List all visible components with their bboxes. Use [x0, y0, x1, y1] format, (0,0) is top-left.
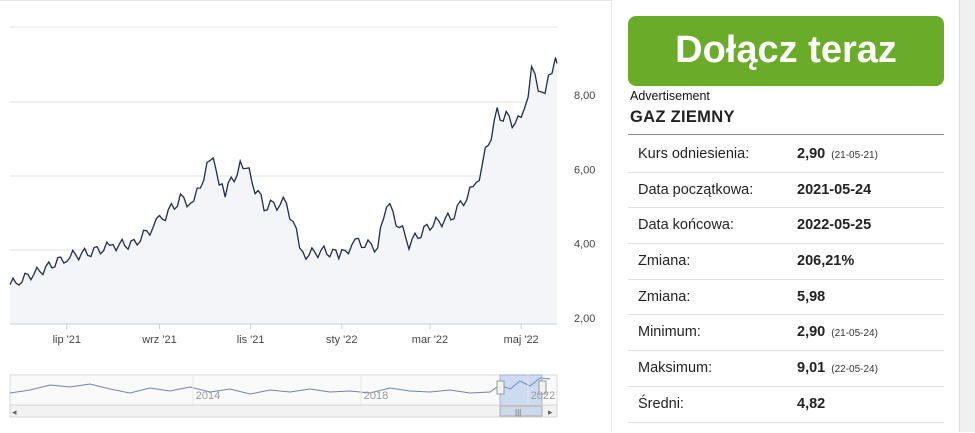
stat-value: 2021-05-24 [797, 182, 877, 198]
price-chart: lip '21 wrz '21 lis '21 sty '22 mar '22 maj '… [0, 0, 612, 432]
stat-value-text: 5,98 [797, 288, 826, 305]
stat-date: (22-05-24) [831, 364, 878, 376]
x-tick-label: sty '22 [326, 334, 357, 346]
stat-value: 5,98 [797, 289, 831, 305]
scrollbar-track[interactable] [9, 404, 558, 418]
title-divider [628, 134, 944, 135]
x-tick-label: mar '22 [412, 334, 448, 346]
stat-label: Średni: [638, 395, 684, 412]
stat-row: Data końcowa: 2022-05-25 [628, 208, 944, 245]
navigator-ticks: 2014 2018 2022 [192, 375, 555, 405]
scrollbar-thumb[interactable] [499, 405, 543, 417]
stat-row: Kurs odniesienia: 2,90 (21-05-21) [628, 137, 944, 173]
scroll-right-arrow-icon[interactable]: ▸ [548, 407, 553, 417]
navigator-left-handle[interactable] [496, 380, 505, 395]
x-axis-ticks: lip '21 wrz '21 lis '21 sty '22 mar '22 maj '… [53, 324, 539, 346]
stat-date: (21-05-21) [831, 150, 878, 161]
y-tick-label: 8,00 [574, 90, 595, 102]
y-tick-label: 2,00 [574, 313, 595, 325]
navigator-tick-label: 2018 [364, 390, 388, 402]
stat-value: 2022-05-25 [797, 217, 877, 233]
advertisement-label: Advertisement [630, 89, 710, 103]
stat-label: Data końcowa: [638, 217, 734, 234]
stat-value-text: 2021-05-24 [797, 181, 872, 198]
stat-row: Maksimum: 9,01 (22-05-24) [628, 351, 944, 387]
y-axis-ticks: 2,00 4,00 6,00 8,00 [574, 90, 595, 325]
y-tick-label: 4,00 [574, 239, 595, 251]
x-tick-label: lis '21 [237, 334, 265, 346]
instrument-title: GAZ ZIEMNY [630, 108, 735, 126]
navigator-tick-label: 2014 [196, 390, 220, 402]
x-tick-label: lip '21 [53, 334, 81, 346]
y-tick-label: 6,00 [574, 164, 595, 176]
stat-value-text: 9,01 [797, 360, 826, 377]
stat-value: 206,21% [797, 253, 860, 269]
stat-label: Data początkowa: [638, 181, 754, 198]
stat-row: Data początkowa: 2021-05-24 [628, 173, 944, 209]
stat-value: 2,90 (21-05-21) [797, 146, 878, 162]
stat-value-text: 2022-05-25 [797, 217, 872, 234]
price-line [9, 57, 558, 286]
stat-label: Zmiana: [638, 253, 691, 270]
page-scrollbar[interactable] [959, 0, 975, 432]
stat-row: Średni: 4,82 [628, 387, 944, 423]
x-tick-label: wrz '21 [141, 334, 177, 346]
price-chart-svg: lip '21 wrz '21 lis '21 sty '22 mar '22 maj '… [9, 26, 595, 418]
stat-row: Zmiana: 206,21% [628, 244, 944, 280]
stat-value: 4,82 [797, 396, 831, 412]
stats-table: Kurs odniesienia: 2,90 (21-05-21) Data poc… [628, 137, 944, 423]
stat-value-text: 206,21% [797, 253, 855, 270]
stat-date: (21-05-24) [831, 328, 878, 340]
price-area [10, 57, 557, 324]
stat-value-text: 2,90 [797, 324, 826, 341]
scrollbar-grip-icon: ||| [515, 408, 521, 417]
join-now-button[interactable]: Dołącz teraz [628, 16, 944, 86]
stat-label: Maksimum: [638, 360, 713, 377]
navigator-right-handle[interactable] [538, 380, 547, 395]
stat-value-text: 4,82 [797, 395, 826, 412]
stat-label: Kurs odniesienia: [638, 146, 750, 162]
stat-value: 2,90 (21-05-24) [797, 324, 878, 340]
stat-label: Zmiana: [638, 288, 691, 305]
scroll-left-arrow-icon[interactable]: ◂ [12, 407, 17, 417]
x-tick-label: maj '22 [504, 334, 539, 346]
stat-value-text: 2,90 [797, 146, 826, 162]
navigator-frame[interactable] [9, 374, 558, 406]
navigator-tick-label: 2022 [531, 390, 555, 402]
stat-value: 9,01 (22-05-24) [797, 360, 878, 376]
stat-row: Zmiana: 5,98 [628, 280, 944, 316]
stat-label: Minimum: [638, 324, 701, 341]
stat-row: Minimum: 2,90 (21-05-24) [628, 315, 944, 352]
